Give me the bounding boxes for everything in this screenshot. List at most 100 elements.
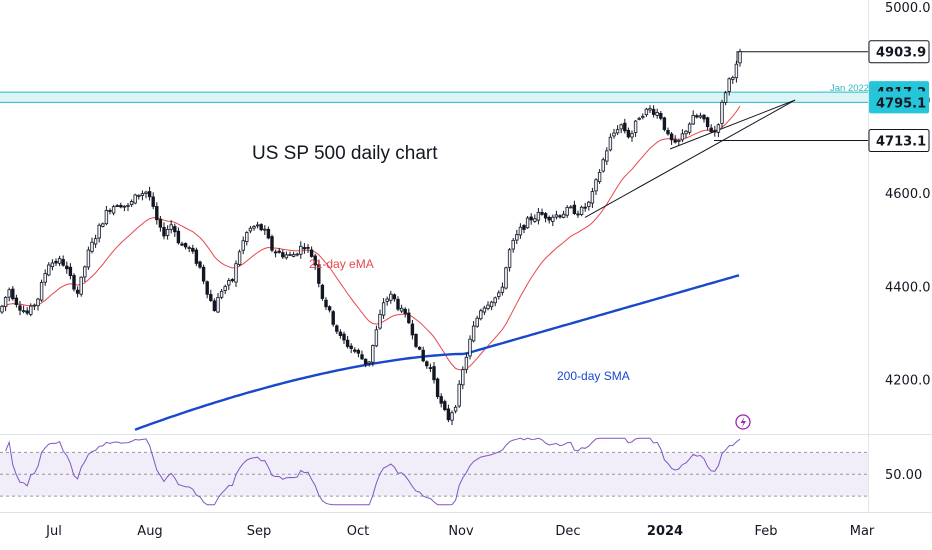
candle-body (723, 92, 728, 103)
x-tick-label: Nov (448, 524, 474, 539)
candle-body (299, 245, 303, 255)
candle-body (248, 227, 253, 232)
candle-body (432, 366, 436, 381)
candle-body (108, 210, 112, 212)
candle-body (75, 289, 80, 294)
candle-body (637, 117, 641, 120)
candle-body (263, 228, 267, 231)
candle-body (479, 310, 483, 320)
candle-body (302, 247, 307, 250)
candle-body (702, 114, 706, 120)
candle-body (518, 226, 523, 236)
candle-body (601, 159, 605, 172)
candle-body (245, 232, 249, 242)
candle-body (180, 243, 184, 246)
candle-body (50, 262, 55, 268)
candle-body (439, 396, 443, 404)
candle-body (119, 204, 123, 208)
candle-body (14, 297, 19, 306)
trendline-lower (584, 99, 796, 218)
candle-body (223, 286, 227, 291)
candle-body (486, 304, 490, 309)
x-tick-label: Oct (347, 524, 369, 539)
candle-body (93, 238, 98, 245)
price-label: 4795.1 (876, 96, 926, 111)
candle-body (525, 217, 530, 229)
price-label: 4903.9 (876, 46, 926, 61)
candle-body (284, 254, 289, 259)
resistance-band (0, 92, 868, 103)
y-tick-label: 4200.0 (885, 373, 931, 388)
candle-body (662, 117, 667, 130)
resistance-label: Jan 2022 H (830, 83, 879, 94)
candle-body (450, 412, 454, 421)
candle-body (468, 338, 472, 357)
candle-body (126, 205, 130, 207)
candle-body (43, 273, 47, 283)
candle-body (191, 247, 195, 252)
candle-body (493, 297, 497, 304)
candle-body (295, 253, 299, 256)
candle-body (313, 255, 317, 266)
candle-body (543, 213, 548, 219)
candle-body (615, 129, 620, 134)
x-tick-label: Sep (247, 524, 272, 539)
ema-label: 21-day eMA (309, 257, 374, 271)
candle-body (18, 305, 22, 311)
candle-body (677, 140, 681, 142)
candle-body (371, 345, 375, 363)
candle-body (443, 401, 447, 410)
candle-body (540, 212, 544, 215)
x-tick-label: Feb (754, 524, 777, 539)
x-tick-label: Mar (850, 524, 875, 539)
candle-body (36, 298, 40, 307)
candle-body (608, 136, 613, 151)
candle-body (529, 216, 533, 221)
candle-body (421, 349, 425, 362)
candle-body (25, 310, 29, 314)
candle-body (115, 205, 119, 207)
candle-body (363, 358, 368, 365)
candle-body (169, 224, 173, 230)
candle-body (61, 259, 65, 266)
candle-body (345, 339, 350, 347)
candle-body (565, 207, 569, 216)
y-tick-label: 4400.0 (885, 280, 931, 295)
x-tick-label: 2024 (647, 524, 683, 539)
candle-body (626, 129, 631, 138)
candle-body (3, 297, 8, 307)
candle-body (212, 300, 217, 312)
ema-21-line (1, 105, 741, 371)
candle-body (633, 120, 638, 133)
candle-body (558, 215, 562, 218)
candle-body (659, 113, 663, 119)
candle-body (219, 290, 224, 298)
candle-body (687, 123, 692, 133)
candle-body (140, 193, 145, 196)
candle-body (695, 115, 699, 118)
candle-body (97, 224, 101, 239)
candle-body (255, 224, 260, 227)
candle-body (234, 263, 238, 283)
candle-body (684, 130, 688, 135)
candle-body (187, 247, 191, 249)
candle-body (651, 108, 656, 115)
candle-body (205, 281, 209, 295)
candle-body (21, 310, 26, 312)
candle-body (569, 206, 573, 209)
candle-body (554, 214, 559, 218)
candle-body (489, 301, 494, 308)
candle-body (162, 227, 166, 237)
candle-body (705, 117, 710, 128)
candle-body (709, 127, 713, 133)
candle-body (360, 354, 364, 360)
candle-body (252, 226, 256, 229)
y-tick-label: 5000.0 (885, 1, 931, 16)
candle-body (727, 78, 731, 92)
candle-body (644, 108, 649, 116)
candle-body (209, 294, 213, 301)
candle-body (392, 294, 397, 300)
candle-body (619, 124, 623, 130)
candle-body (349, 345, 353, 349)
